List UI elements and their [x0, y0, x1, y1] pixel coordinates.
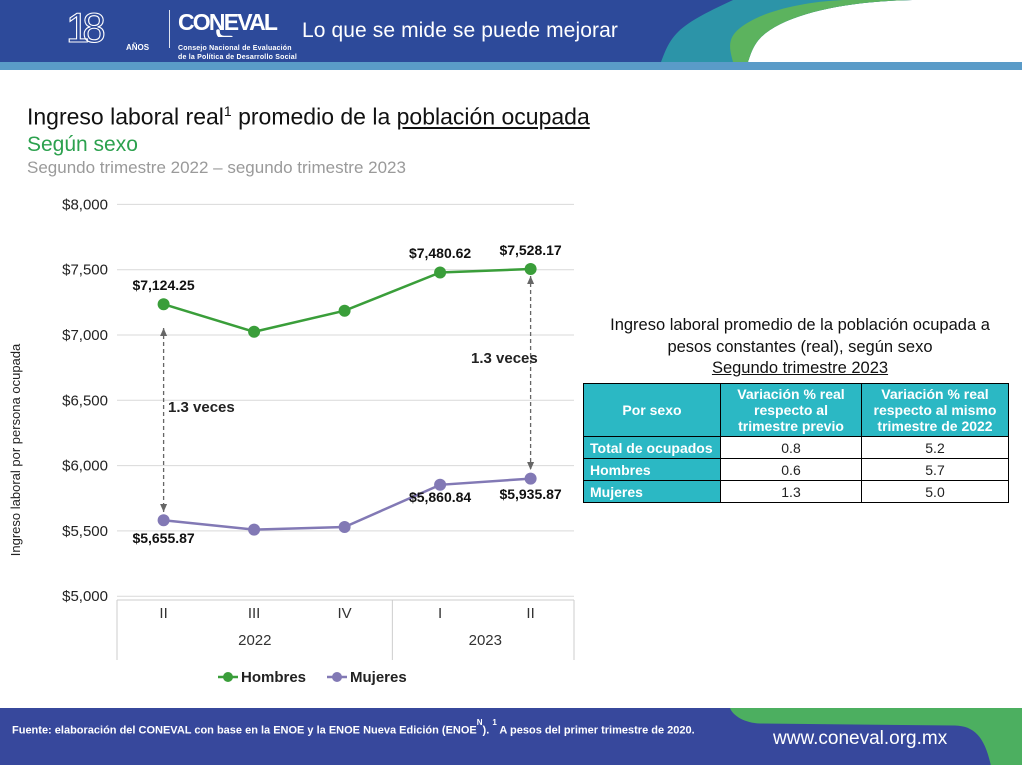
svg-text:II: II	[526, 605, 534, 622]
svg-text:$5,860.84: $5,860.84	[409, 489, 471, 505]
svg-text:$5,500: $5,500	[62, 523, 108, 540]
svg-text:$7,000: $7,000	[62, 327, 108, 344]
svg-text:$7,480.62: $7,480.62	[409, 245, 471, 261]
svg-text:$7,528.17: $7,528.17	[499, 242, 561, 258]
svg-text:$7,500: $7,500	[62, 262, 108, 279]
svg-text:II: II	[159, 605, 167, 622]
svg-text:Ingreso laboral por persona oc: Ingreso laboral por persona ocupada	[8, 343, 23, 556]
svg-text:Hombres: Hombres	[241, 669, 306, 686]
svg-text:IV: IV	[338, 605, 352, 622]
svg-text:2022: 2022	[238, 632, 271, 649]
svg-text:III: III	[248, 605, 261, 622]
svg-text:1.3 veces: 1.3 veces	[168, 399, 235, 416]
svg-text:$5,000: $5,000	[62, 588, 108, 605]
svg-text:$8,000: $8,000	[62, 196, 108, 213]
svg-text:Mujeres: Mujeres	[350, 669, 407, 686]
svg-text:1.3 veces: 1.3 veces	[471, 350, 538, 367]
svg-text:$6,000: $6,000	[62, 458, 108, 475]
svg-text:$6,500: $6,500	[62, 392, 108, 409]
svg-text:CONEVAL: CONEVAL	[178, 10, 278, 35]
svg-text:$7,124.25: $7,124.25	[132, 277, 194, 293]
svg-text:I: I	[438, 605, 442, 622]
svg-text:18: 18	[68, 4, 104, 51]
svg-text:AÑOS: AÑOS	[126, 43, 150, 52]
svg-text:$5,935.87: $5,935.87	[499, 486, 561, 502]
svg-text:2023: 2023	[469, 632, 502, 649]
svg-text:$5,655.87: $5,655.87	[132, 530, 194, 546]
